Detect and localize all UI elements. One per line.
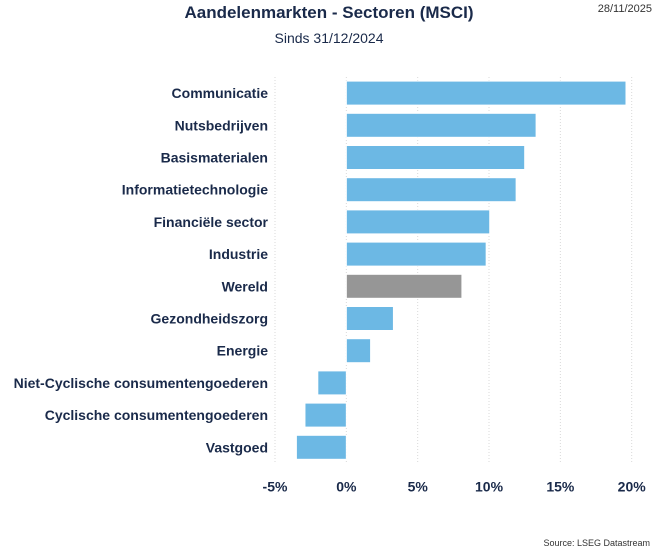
x-tick-label: 0% (336, 478, 357, 494)
bar-cyclische-consumentengoederen (304, 402, 347, 428)
chart-subtitle: Sinds 31/12/2024 (274, 30, 384, 46)
bar-basismaterialen (345, 145, 526, 170)
category-label: Energie (217, 343, 269, 359)
category-label: Informatietechnologie (122, 182, 268, 198)
x-tick-label: 20% (618, 478, 647, 494)
x-tick-label: -5% (263, 478, 288, 494)
bar-gezondheidszorg (345, 306, 394, 331)
category-label: Industrie (209, 246, 268, 262)
bar-communicatie (345, 80, 627, 106)
category-label: Niet-Cyclische consumentengoederen (14, 375, 268, 391)
x-tick-label: 5% (408, 478, 429, 494)
category-label: Financiële sector (154, 214, 269, 230)
x-tick-label: 15% (546, 478, 575, 494)
category-label: Basismaterialen (161, 150, 268, 166)
source-label: Source: LSEG Datastream (543, 538, 650, 548)
bar-vastgoed (295, 434, 347, 460)
bar-industrie (345, 241, 487, 267)
category-label: Cyclische consumentengoederen (45, 407, 268, 423)
bar-niet-cyclische-consumentengoederen (317, 370, 347, 396)
chart-title: Aandelenmarkten - Sectoren (MSCI) (184, 3, 474, 22)
date-label: 28/11/2025 (597, 3, 652, 15)
bar-informatietechnologie (345, 177, 517, 203)
bar-financi-le-sector (345, 209, 491, 235)
category-label: Wereld (222, 278, 268, 294)
category-label: Vastgoed (206, 439, 268, 455)
bar-wereld (345, 273, 463, 299)
category-label: Nutsbedrijven (175, 117, 268, 133)
category-label: Communicatie (172, 85, 269, 101)
category-label: Gezondheidszorg (151, 311, 268, 327)
bar-energie (345, 338, 372, 364)
x-tick-label: 10% (475, 478, 504, 494)
bar-nutsbedrijven (345, 112, 537, 138)
